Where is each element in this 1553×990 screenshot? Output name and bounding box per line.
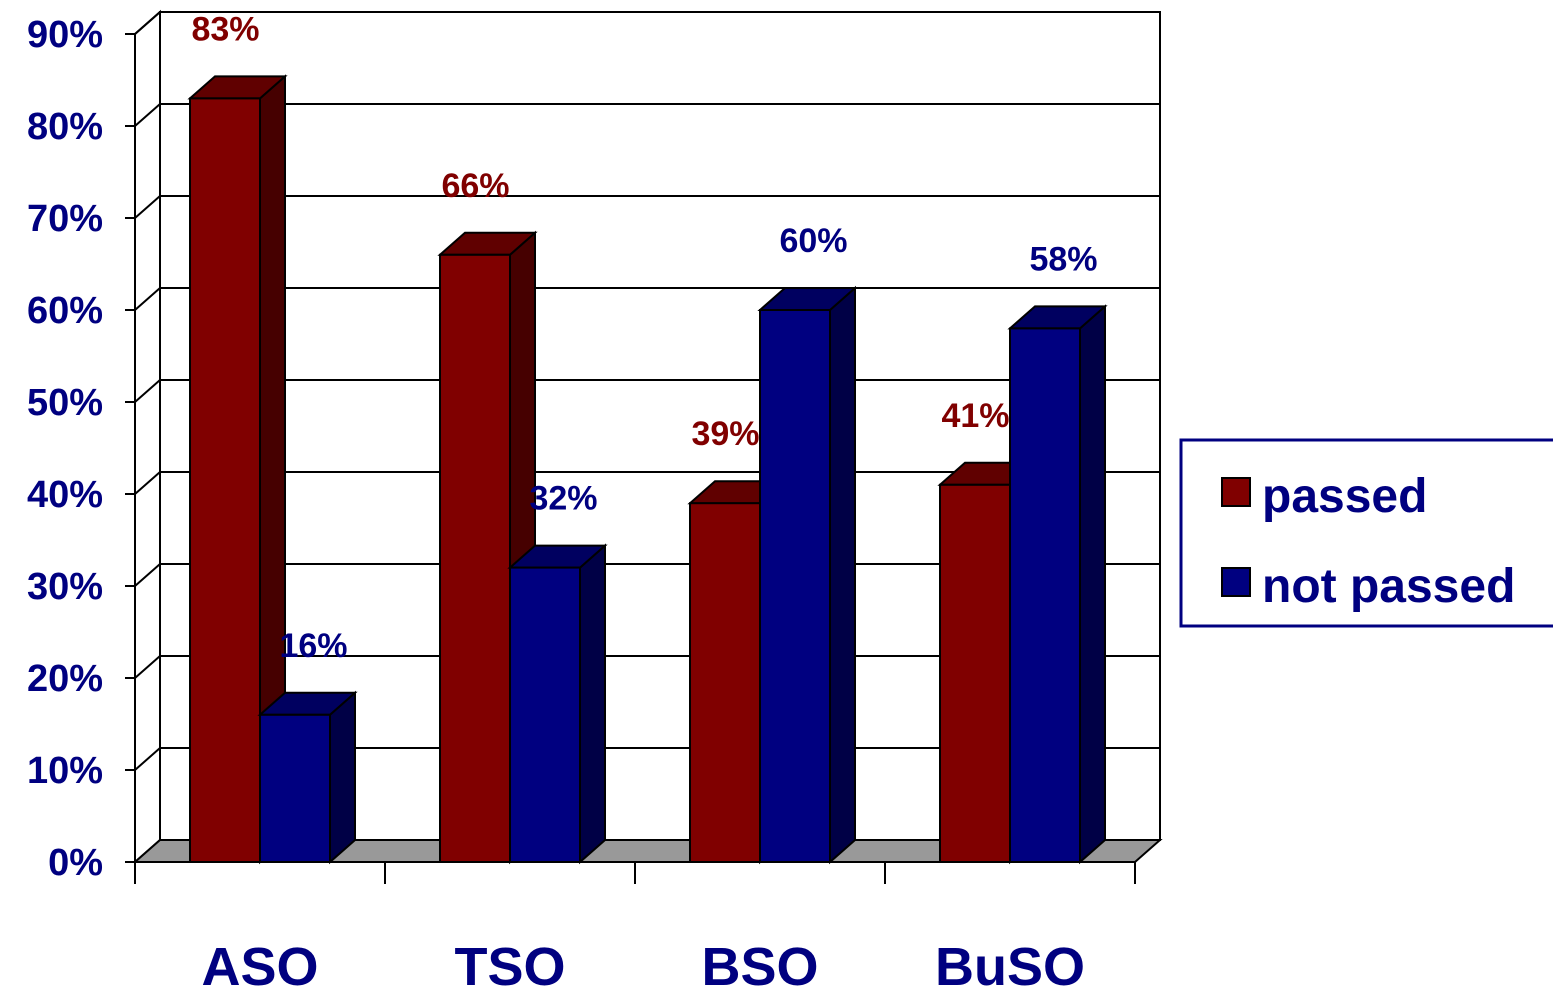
bar-front bbox=[689, 502, 761, 863]
category-label: BuSO bbox=[935, 937, 1085, 990]
bar-front bbox=[259, 713, 331, 863]
bar-not-passed-ASO bbox=[257, 690, 358, 865]
category-label: TSO bbox=[454, 937, 565, 990]
bar-not-passed-BSO bbox=[757, 285, 858, 865]
legend-swatch-not-passed bbox=[1221, 567, 1251, 597]
data-label: 83% bbox=[191, 10, 259, 48]
bar-front bbox=[189, 97, 261, 863]
y-tick-label: 80% bbox=[27, 106, 103, 148]
y-tick-label: 0% bbox=[48, 842, 103, 884]
bar-not-passed-BuSO bbox=[1007, 304, 1108, 865]
bar-front bbox=[1009, 327, 1081, 863]
bar-front bbox=[759, 309, 831, 863]
y-tick-label: 70% bbox=[27, 198, 103, 240]
y-tick-label: 90% bbox=[27, 14, 103, 56]
data-labels: 83% 66% 39% 41% 16% 32% 60% 58% bbox=[191, 10, 1097, 664]
data-label: 58% bbox=[1029, 240, 1097, 278]
gridline bbox=[134, 103, 1160, 127]
legend-label-passed: passed bbox=[1262, 470, 1427, 523]
legend-swatch-passed bbox=[1221, 477, 1251, 507]
bar-side bbox=[329, 690, 356, 865]
bar-passed-ASO bbox=[187, 74, 288, 865]
y-tick-label: 20% bbox=[27, 658, 103, 700]
y-tick-label: 10% bbox=[27, 750, 103, 792]
bars bbox=[187, 74, 1108, 865]
data-label: 16% bbox=[279, 627, 347, 665]
category-label: ASO bbox=[201, 937, 318, 990]
legend-label-not-passed: not passed bbox=[1262, 560, 1515, 613]
y-axis: 0% 10% 20% 30% 40% 50% 60% 70% 80% 90% bbox=[27, 14, 136, 884]
y-tick-label: 30% bbox=[27, 566, 103, 608]
gridline bbox=[134, 195, 1160, 219]
bar-front bbox=[939, 483, 1011, 863]
data-label: 39% bbox=[691, 415, 759, 453]
y-tick-label: 60% bbox=[27, 290, 103, 332]
bar-side bbox=[829, 285, 856, 865]
bar-side bbox=[1079, 304, 1106, 865]
y-tick-label: 50% bbox=[27, 382, 103, 424]
bar-not-passed-TSO bbox=[507, 543, 608, 865]
side-wall bbox=[134, 9, 161, 865]
x-axis: ASO TSO BSO BuSO bbox=[134, 861, 1136, 990]
bar-front bbox=[509, 566, 581, 863]
bar-front bbox=[439, 253, 511, 864]
data-label: 32% bbox=[529, 480, 597, 518]
data-label: 60% bbox=[779, 222, 847, 260]
bar-side bbox=[579, 543, 606, 865]
legend: passed not passed bbox=[1179, 438, 1553, 628]
category-label: BSO bbox=[701, 937, 818, 990]
y-tick-label: 40% bbox=[27, 474, 103, 516]
gridline bbox=[134, 11, 1160, 35]
data-label: 41% bbox=[941, 397, 1009, 435]
data-label: 66% bbox=[441, 167, 509, 205]
